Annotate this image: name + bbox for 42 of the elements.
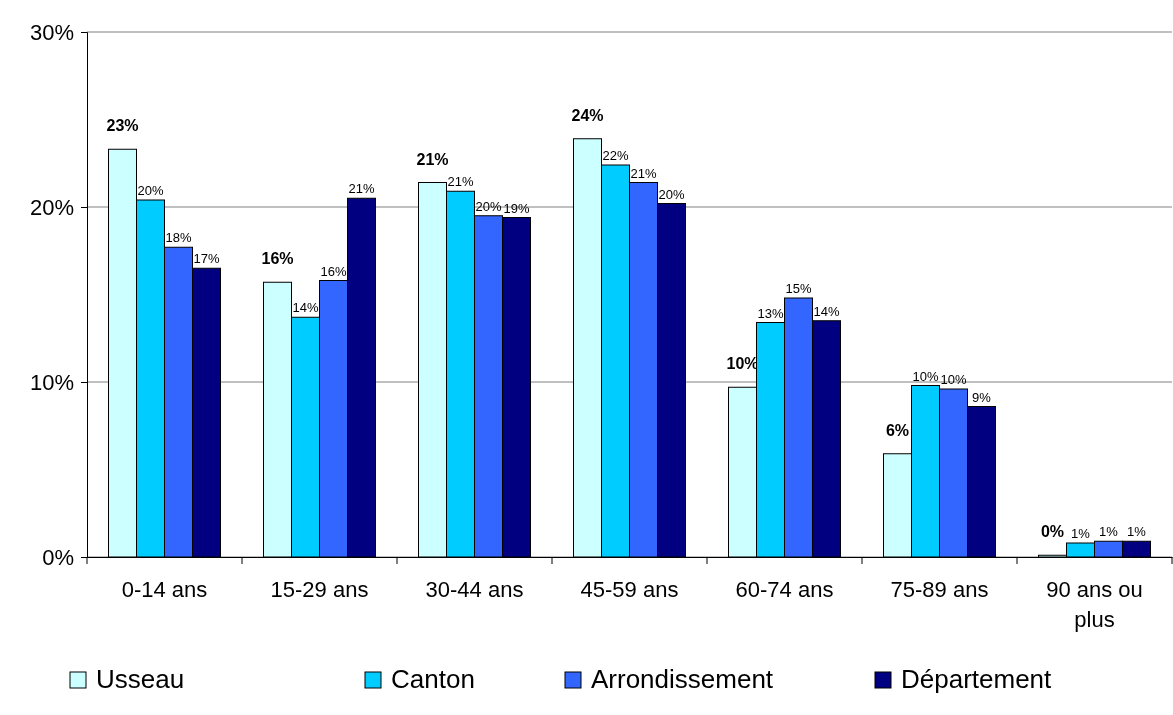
data-label: 20% xyxy=(475,198,502,214)
legend-label: Canton xyxy=(391,664,475,694)
data-label: 1% xyxy=(1099,524,1119,540)
y-tick-label: 0% xyxy=(42,544,74,570)
data-label: 0% xyxy=(1040,523,1065,541)
y-tick-label: 30% xyxy=(29,19,74,45)
data-label: 20% xyxy=(137,183,164,198)
data-label: 24% xyxy=(571,106,604,124)
x-tick-label: 30-44 ans xyxy=(425,577,524,602)
data-label: 21% xyxy=(416,150,449,168)
data-label: 16% xyxy=(261,250,294,268)
x-tick-label: 75-89 ans xyxy=(890,577,989,602)
data-label: 13% xyxy=(757,305,784,321)
data-label: 20% xyxy=(658,186,685,202)
data-label: 23% xyxy=(106,117,139,135)
data-label: 14% xyxy=(292,300,319,316)
data-label: 14% xyxy=(813,303,840,319)
y-tick-label: 10% xyxy=(29,369,74,395)
data-label: 10% xyxy=(940,372,967,387)
data-label: 19% xyxy=(503,200,530,216)
x-tick-label: 60-74 ans xyxy=(735,577,834,602)
x-tick-label: 15-29 ans xyxy=(270,577,369,602)
data-label: 1% xyxy=(1127,524,1147,540)
data-label: 10% xyxy=(912,368,939,384)
data-label: 16% xyxy=(320,263,347,279)
data-label: 21% xyxy=(447,174,474,190)
data-label: 15% xyxy=(785,281,812,296)
y-tick-label: 20% xyxy=(29,194,74,220)
legend-label: Arrondissement xyxy=(591,664,774,694)
legend-label: Usseau xyxy=(96,664,185,694)
data-label: 18% xyxy=(165,230,192,246)
data-label: 6% xyxy=(885,421,910,439)
data-label: 21% xyxy=(630,165,657,181)
data-label: 17% xyxy=(193,251,220,267)
x-tick-label: 0-14 ans xyxy=(121,577,208,602)
x-tick-label: 45-59 ans xyxy=(580,577,679,602)
data-label: 9% xyxy=(972,389,992,405)
data-label: 21% xyxy=(348,181,375,197)
data-label: 22% xyxy=(602,148,629,163)
data-label: 1% xyxy=(1071,526,1091,541)
x-tick-label: 90 ans ou plus xyxy=(1046,577,1143,632)
legend-label: Département xyxy=(901,664,1053,694)
